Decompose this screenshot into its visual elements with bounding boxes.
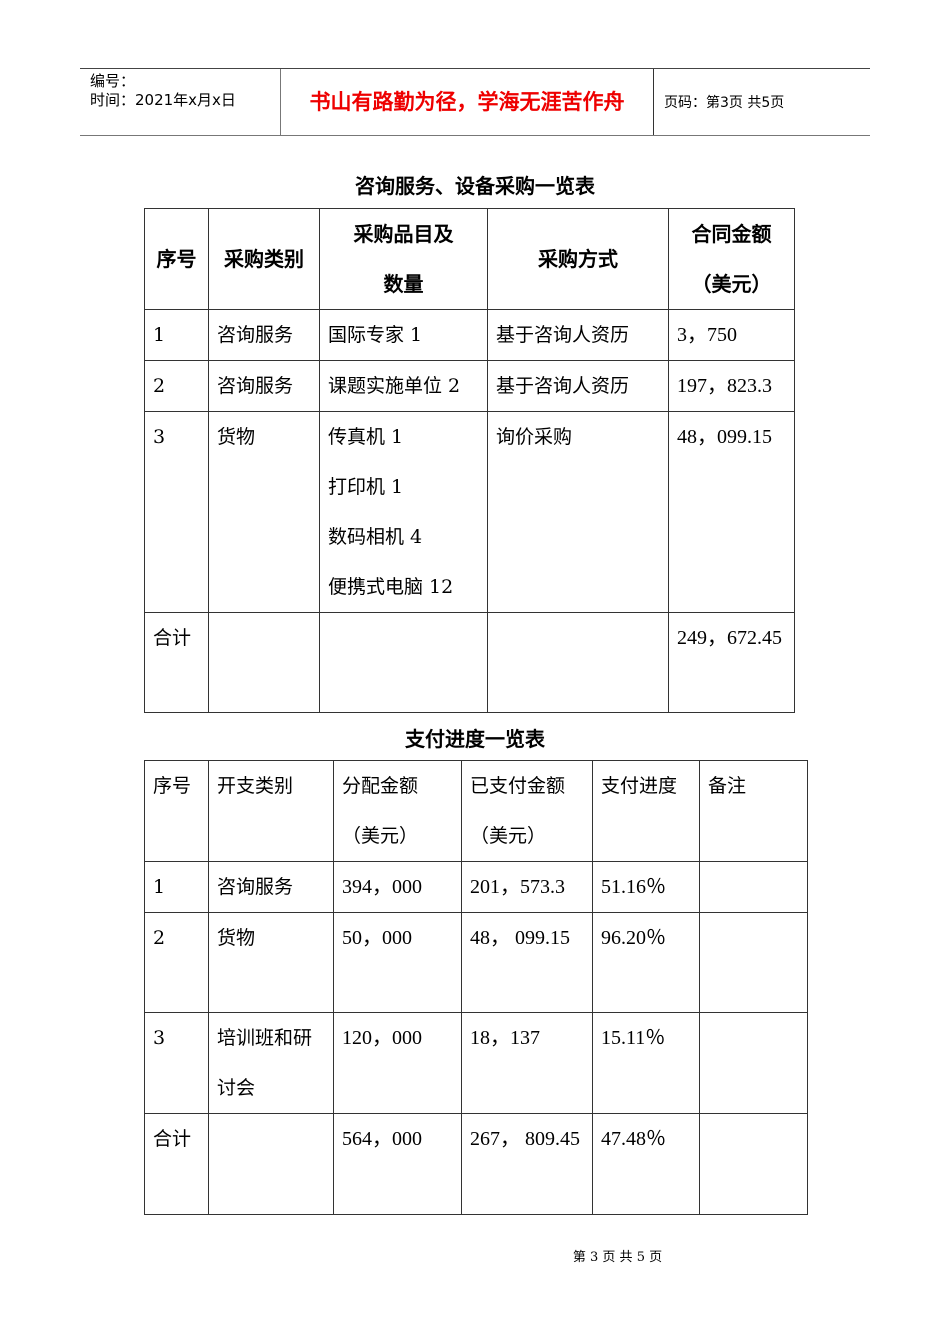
table-cell: [208, 612, 320, 713]
header-cell: 序号: [144, 760, 209, 862]
table-row: 3 货物 传真机 1 打印机 1 数码相机 4 便携式电脑 12 询价采购 48，099…: [144, 411, 795, 613]
table-cell: 564，000: [333, 1113, 462, 1215]
header-cell: 合同金额（美元）: [668, 208, 795, 310]
table-cell: 合计: [144, 1113, 209, 1215]
table-row: 合计 249，672.45: [144, 612, 795, 713]
payment-table: 序号 开支类别 分配金额（美元） 已支付金额（美元） 支付进度 备注 1 咨询服务…: [144, 760, 808, 1215]
procurement-table: 序号 采购类别 采购品目及数量 采购方式 合同金额（美元） 1 咨询服务 国际专家 …: [144, 208, 795, 713]
table-cell: [699, 861, 808, 913]
table-row: 1 咨询服务 国际专家 1 基于咨询人资历 3，750: [144, 309, 795, 361]
table-row: 合计 564，000 267， 809.45 47.48％: [144, 1113, 808, 1215]
header-cell: 已支付金额（美元）: [461, 760, 593, 862]
table-cell: 咨询服务: [208, 360, 320, 412]
table-header-row: 序号 开支类别 分配金额（美元） 已支付金额（美元） 支付进度 备注: [144, 760, 808, 862]
header-cell: 采购类别: [208, 208, 320, 310]
header-cell: 分配金额（美元）: [333, 760, 462, 862]
table-cell: 传真机 1 打印机 1 数码相机 4 便携式电脑 12: [319, 411, 488, 613]
table-cell: 2: [144, 360, 209, 412]
header-meta: 编号： 时间：2021年x月x日: [80, 69, 281, 135]
table-cell: 96.20％: [592, 912, 700, 1013]
table-row: 2 咨询服务 课题实施单位 2 基于咨询人资历 197，823.3: [144, 360, 795, 412]
table1-title: 咨询服务、设备采购一览表: [355, 174, 595, 198]
table-cell: 197，823.3: [668, 360, 795, 412]
table-cell: 咨询服务: [208, 861, 334, 913]
table-cell: 国际专家 1: [319, 309, 488, 361]
table-cell: 1: [144, 309, 209, 361]
table-cell: 267， 809.45: [461, 1113, 593, 1215]
header-cell: 序号: [144, 208, 209, 310]
header-cell: 采购方式: [487, 208, 669, 310]
table-cell: 2: [144, 912, 209, 1013]
page-footer: 第 3 页 共 5 页: [572, 1250, 663, 1265]
table-cell: 18，137: [461, 1012, 593, 1114]
table-cell: [699, 1113, 808, 1215]
table-cell: 48，099.15: [668, 411, 795, 613]
header-cell: 开支类别: [208, 760, 334, 862]
table-cell: 15.11％: [592, 1012, 700, 1114]
table-cell: [319, 612, 488, 713]
table-cell: 货物: [208, 912, 334, 1013]
page-header: 编号： 时间：2021年x月x日 书山有路勤为径，学海无涯苦作舟 页码：第3页 …: [80, 68, 870, 136]
table2-title: 支付进度一览表: [405, 727, 545, 751]
table-cell: 咨询服务: [208, 309, 320, 361]
table-cell: 基于咨询人资历: [487, 309, 669, 361]
header-cell: 备注: [699, 760, 808, 862]
table-cell: [487, 612, 669, 713]
table-cell: 3: [144, 411, 209, 613]
table-cell: [699, 1012, 808, 1114]
table-cell: 394，000: [333, 861, 462, 913]
header-cell: 采购品目及数量: [319, 208, 488, 310]
table-cell: 3: [144, 1012, 209, 1114]
table-cell: 3，750: [668, 309, 795, 361]
table-cell: 询价采购: [487, 411, 669, 613]
table-header-row: 序号 采购类别 采购品目及数量 采购方式 合同金额（美元）: [144, 208, 795, 310]
table-cell: 合计: [144, 612, 209, 713]
table-cell: [208, 1113, 334, 1215]
table-cell: 1: [144, 861, 209, 913]
table-cell: 51.16％: [592, 861, 700, 913]
table-cell: 培训班和研讨会: [208, 1012, 334, 1114]
table-cell: [699, 912, 808, 1013]
table-cell: 48， 099.15: [461, 912, 593, 1013]
time-label: 时间：2021年x月x日: [90, 91, 236, 109]
table-cell: 货物: [208, 411, 320, 613]
number-label: 编号：: [90, 72, 136, 90]
table-cell: 基于咨询人资历: [487, 360, 669, 412]
table-cell: 50，000: [333, 912, 462, 1013]
page-info: 页码：第3页 共5页: [664, 95, 785, 111]
table-cell: 249，672.45: [668, 612, 795, 713]
table-cell: 47.48％: [592, 1113, 700, 1215]
table-row: 1 咨询服务 394，000 201，573.3 51.16％: [144, 861, 808, 913]
table-cell: 201，573.3: [461, 861, 593, 913]
table-row: 2 货物 50，000 48， 099.15 96.20％: [144, 912, 808, 1013]
table-cell: 课题实施单位 2: [319, 360, 488, 412]
motto: 书山有路勤为径，学海无涯苦作舟: [281, 69, 654, 135]
header-cell: 支付进度: [592, 760, 700, 862]
table-cell: 120，000: [333, 1012, 462, 1114]
table-row: 3 培训班和研讨会 120，000 18，137 15.11％: [144, 1012, 808, 1114]
